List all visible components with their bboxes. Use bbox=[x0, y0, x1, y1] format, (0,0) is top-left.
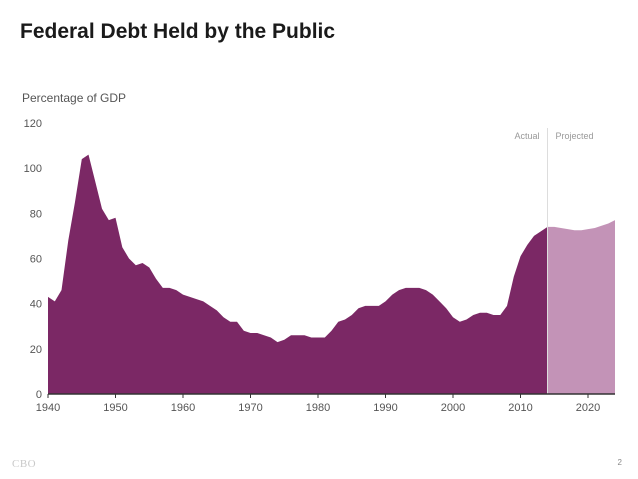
area-projected bbox=[547, 220, 615, 394]
page-number: 2 bbox=[617, 458, 622, 467]
x-tick-label: 1960 bbox=[171, 402, 195, 414]
y-tick-label: 40 bbox=[30, 299, 42, 311]
x-tick-label: 1970 bbox=[238, 402, 262, 414]
y-axis-title: Percentage of GDP bbox=[22, 91, 126, 105]
cbo-logo: CBO bbox=[12, 458, 37, 470]
area-actual bbox=[48, 154, 548, 394]
y-tick-label: 60 bbox=[30, 254, 42, 266]
x-tick-label: 1940 bbox=[36, 402, 60, 414]
slide-title: Federal Debt Held by the Public bbox=[20, 20, 336, 43]
chart-areas bbox=[48, 154, 615, 394]
y-tick-label: 20 bbox=[30, 344, 42, 356]
y-tick-label: 100 bbox=[24, 163, 42, 175]
y-tick-label: 120 bbox=[24, 118, 42, 130]
x-tick-labels: 1940 1950 1960 1970 1980 1990 2000 2010 2020 bbox=[36, 394, 600, 414]
x-tick-label: 1950 bbox=[103, 402, 127, 414]
x-tick-label: 2020 bbox=[576, 402, 600, 414]
series-label-actual: Actual bbox=[514, 131, 539, 141]
y-tick-label: 80 bbox=[30, 208, 42, 220]
x-tick-label: 2000 bbox=[441, 402, 465, 414]
y-tick-label: 0 bbox=[36, 389, 42, 401]
series-labels: Actual Projected bbox=[514, 131, 593, 141]
x-tick-label: 2010 bbox=[508, 402, 532, 414]
x-tick-label: 1990 bbox=[373, 402, 397, 414]
series-label-projected: Projected bbox=[556, 131, 594, 141]
y-tick-labels: 0 20 40 60 80 100 120 bbox=[24, 118, 42, 401]
x-tick-label: 1980 bbox=[306, 402, 330, 414]
